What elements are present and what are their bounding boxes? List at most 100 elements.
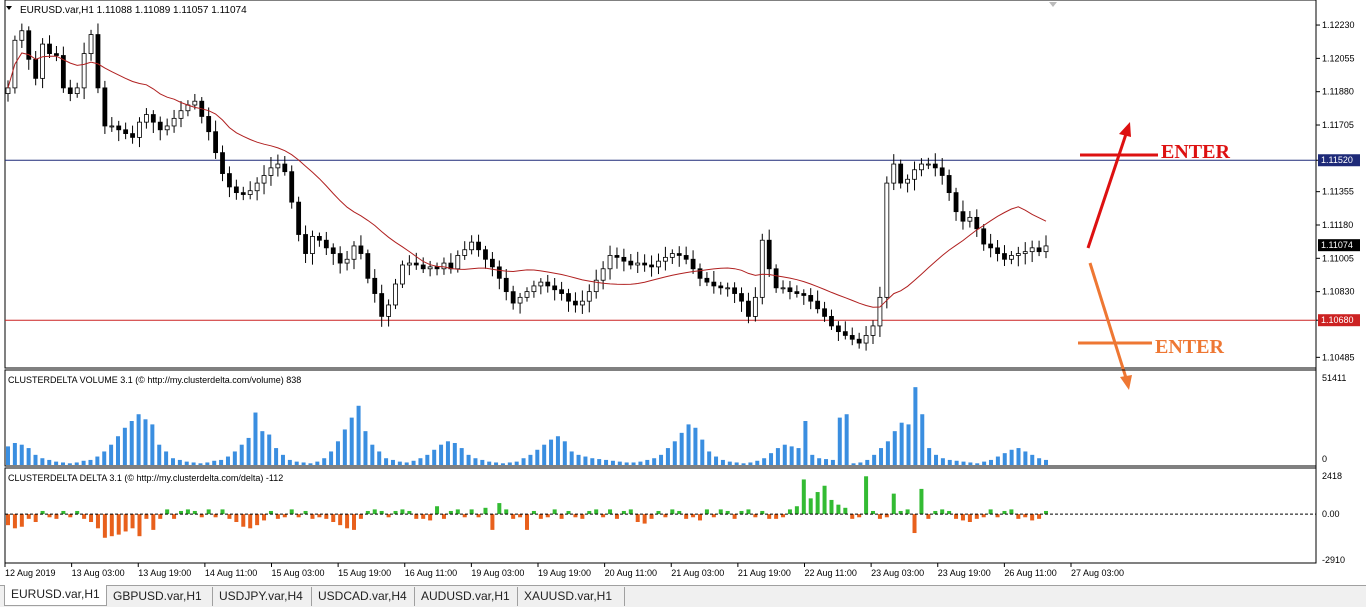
candle-body bbox=[773, 268, 779, 289]
candle-body bbox=[593, 279, 599, 293]
candle-body bbox=[81, 53, 87, 89]
candle-body bbox=[849, 335, 855, 340]
candle-body bbox=[247, 190, 253, 195]
delta-bar-negative bbox=[1037, 514, 1042, 519]
volume-bar bbox=[989, 459, 994, 465]
delta-bar-positive bbox=[787, 509, 792, 515]
volume-bar bbox=[597, 459, 602, 465]
volume-bar bbox=[741, 463, 746, 465]
volume-bar bbox=[232, 451, 237, 465]
delta-bar-negative bbox=[137, 514, 142, 537]
delta-bar-positive bbox=[40, 510, 45, 515]
volume-bar bbox=[301, 462, 306, 465]
volume-bar bbox=[170, 458, 175, 465]
horizontal-line-price-label-0: 1.11520 bbox=[1321, 155, 1353, 165]
volume-bar bbox=[865, 459, 870, 465]
volume-bar bbox=[927, 448, 932, 465]
volume-panel: 51411 0 bbox=[4, 369, 1346, 467]
delta-bar-negative bbox=[960, 514, 965, 521]
candle-body bbox=[932, 163, 938, 169]
current-price-label: 1.11074 bbox=[1321, 240, 1353, 250]
delta-bar-positive bbox=[871, 510, 875, 515]
volume-bar bbox=[892, 431, 897, 465]
delta-bar-positive bbox=[898, 510, 903, 515]
time-axis: 12 Aug 2019 13 Aug 03:00 13 Aug 19:00 14 Au… bbox=[4, 563, 1124, 578]
candle-body bbox=[836, 325, 841, 333]
delta-bar-positive bbox=[393, 510, 398, 515]
y-tick-label-5: 1.11355 bbox=[1322, 187, 1354, 197]
delta-bar-positive bbox=[808, 498, 813, 515]
candle-body bbox=[427, 266, 433, 270]
volume-bar bbox=[686, 424, 691, 465]
candle-body bbox=[579, 300, 585, 306]
delta-bar-negative bbox=[358, 514, 363, 519]
delta-bar-negative bbox=[352, 514, 356, 530]
tab-xauusd[interactable]: XAUUSD.var,H1 bbox=[518, 587, 625, 606]
volume-bar bbox=[384, 458, 389, 465]
delta-bar-positive bbox=[289, 509, 294, 515]
delta-bar-negative bbox=[386, 514, 391, 518]
volume-bar bbox=[1030, 454, 1035, 465]
delta-bar-negative bbox=[441, 514, 446, 519]
volume-bar bbox=[136, 414, 141, 465]
horizontal-line-price-label-1: 1.10680 bbox=[1321, 315, 1354, 325]
delta-bar-negative bbox=[282, 514, 287, 518]
volume-bar bbox=[260, 431, 265, 465]
tab-eurusd[interactable]: EURUSD.var,H1 bbox=[4, 585, 107, 606]
volume-bar bbox=[521, 458, 526, 465]
volume-bar bbox=[610, 460, 615, 465]
delta-bar-negative bbox=[518, 514, 523, 518]
candle-body bbox=[842, 331, 848, 336]
delta-bar-positive bbox=[940, 509, 945, 515]
volume-bar bbox=[67, 463, 72, 465]
tab-usdjpy[interactable]: USDJPY.var,H4 bbox=[213, 587, 312, 606]
volume-bar bbox=[6, 446, 10, 465]
x-tick-label-11: 21 Aug 19:00 bbox=[738, 568, 791, 578]
delta-zero-label: 0.00 bbox=[1322, 509, 1340, 519]
delta-bar-negative bbox=[642, 514, 647, 524]
tab-usdcad[interactable]: USDCAD.var,H4 bbox=[312, 587, 415, 606]
chart-area[interactable]: 1.12230 1.12055 1.11880 1.11705 1.11520 1.113… bbox=[0, 0, 1366, 585]
candle-body bbox=[67, 87, 73, 94]
delta-bar-negative bbox=[213, 514, 218, 518]
volume-bar bbox=[1009, 449, 1014, 465]
candle-body bbox=[143, 114, 149, 123]
volume-bar bbox=[755, 460, 760, 465]
tab-audusd[interactable]: AUDUSD.var,H1 bbox=[415, 587, 518, 606]
candle-body bbox=[877, 296, 883, 327]
candle-body bbox=[752, 296, 758, 317]
delta-bar-negative bbox=[89, 514, 94, 523]
volume-bar bbox=[370, 444, 375, 465]
volume-bar bbox=[844, 414, 849, 465]
volume-bar bbox=[308, 463, 313, 465]
candle-body bbox=[393, 283, 398, 306]
candle-body bbox=[870, 325, 876, 336]
delta-bar-negative bbox=[753, 514, 758, 518]
volume-bar bbox=[576, 454, 581, 465]
candle-body bbox=[822, 308, 827, 317]
candle-body bbox=[725, 287, 731, 290]
delta-bar-negative bbox=[490, 514, 495, 530]
x-tick-label-0: 12 Aug 2019 bbox=[5, 568, 56, 578]
volume-bar bbox=[906, 424, 911, 465]
delta-bar-negative bbox=[1030, 514, 1035, 521]
x-tick-label-2: 13 Aug 19:00 bbox=[138, 568, 191, 578]
candle-body bbox=[739, 293, 744, 302]
delta-bar-negative bbox=[698, 514, 702, 521]
volume-bar bbox=[274, 448, 279, 465]
candle-body bbox=[171, 117, 177, 127]
candle-body bbox=[220, 152, 225, 174]
tab-gbpusd[interactable]: GBPUSD.var,H1 bbox=[107, 587, 213, 606]
candle-body bbox=[669, 253, 675, 258]
delta-bar-positive bbox=[303, 510, 308, 515]
delta-bar-positive bbox=[192, 510, 197, 515]
delta-bar-negative bbox=[33, 514, 38, 523]
volume-bar bbox=[720, 459, 725, 465]
candle-body bbox=[192, 100, 198, 106]
volume-bar bbox=[253, 412, 258, 465]
delta-bar-positive bbox=[891, 493, 896, 515]
volume-bar bbox=[528, 454, 533, 465]
delta-bar-negative bbox=[82, 514, 87, 519]
delta-bar-negative bbox=[151, 514, 156, 530]
candle-body bbox=[919, 163, 924, 171]
